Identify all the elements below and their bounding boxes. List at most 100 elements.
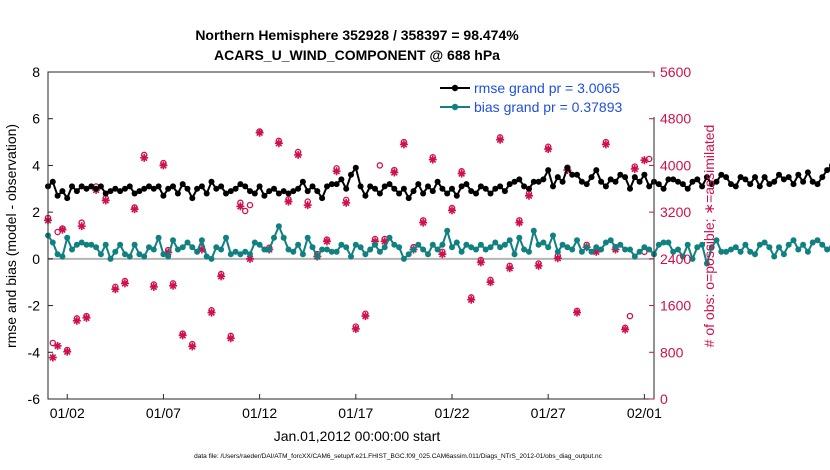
rmse-point [655,181,662,188]
bias-point [218,246,225,253]
bias-point [434,246,441,253]
rmse-point [627,185,633,192]
legend-box [434,77,656,117]
bias-point [814,237,821,244]
rmse-point [439,185,446,192]
bias-point [170,237,176,244]
rmse-point [636,178,643,185]
bias-point [732,244,739,251]
rmse-point [64,195,71,202]
y-tick-label: 6 [32,111,40,127]
bias-point [708,244,715,251]
bias-point [526,248,532,255]
rmse-point [314,188,321,195]
bias-point [660,239,667,246]
bias-point [155,234,162,241]
bias-point [324,246,330,253]
bias-point [742,241,749,248]
rmse-point [434,178,441,185]
rmse-point [670,176,677,183]
obs-assimilated-stroke [602,141,610,148]
rmse-point [554,174,561,181]
rmse-point [756,183,763,190]
rmse-point [477,183,484,190]
obs-assimilated-stroke [179,331,187,339]
obs-assimilated-stroke [487,278,494,286]
bias-point [511,251,518,258]
bias-point [49,239,56,246]
bias-point [251,239,258,246]
obs-assimilated-marker [77,222,86,231]
rmse-point [189,195,196,202]
rmse-point [328,181,335,188]
obs-assimilated-marker [342,198,351,207]
bias-point [348,253,354,260]
bias-point [588,248,595,255]
bias-point [684,241,691,248]
rmse-point [660,185,667,192]
rmse-point [97,183,104,190]
obs-assimilated-marker [640,156,649,165]
rmse-point [93,185,100,192]
bias-point [689,255,696,262]
bias-point [780,251,787,258]
rmse-point [396,190,403,197]
bias-point [646,246,653,253]
y2-tick-label: 5600 [660,64,691,80]
bias-point [227,251,234,258]
bias-point [304,234,311,241]
rmse-point [256,183,263,190]
x-tick-label: 01/17 [338,405,373,421]
bias-point [482,246,489,253]
rmse-point [333,181,340,188]
rmse-point [473,190,479,197]
rmse-point [728,181,734,188]
obs-assimilated-marker [630,164,639,173]
bias-point [516,234,523,241]
rmse-point [251,190,258,197]
rmse-point [324,183,330,190]
obs-assimilated-stroke [381,237,389,245]
obs-assimilated-marker [544,145,553,154]
obs-assimilated-stroke [323,237,331,245]
bias-point [314,253,321,260]
rmse-point [150,185,157,192]
y-tick-label: 2 [32,204,40,220]
rmse-point [689,178,696,185]
obs-assimilated-stroke [49,354,57,361]
bias-point [670,248,677,255]
obs-assimilated-stroke [496,136,504,144]
rmse-point [679,181,686,188]
bias-point [266,246,273,253]
rmse-point [174,190,181,197]
rmse-point [482,185,489,192]
obs-assimilated-stroke [131,205,138,213]
bias-point [675,246,681,253]
bias-point [54,251,61,258]
obs-assimilated-stroke [304,201,312,209]
obs-assimilated-stroke [438,250,446,258]
rmse-point [607,176,614,183]
bias-point [131,241,138,248]
bias-point [713,237,720,244]
bias-point [367,246,374,253]
bias-point [723,248,730,255]
rmse-point [223,190,229,197]
bias-point [458,248,465,255]
bias-point [237,251,244,258]
rmse-point [694,176,701,183]
bias-point [59,253,66,260]
bias-point [102,241,109,248]
bias-point [299,251,306,258]
rmse-point [617,171,624,178]
rmse-point [795,171,802,178]
bias-point [728,246,734,253]
rmse-point [516,176,523,183]
bias-point [328,248,335,255]
bias-point [497,244,504,251]
rmse-point [415,181,422,188]
rmse-point [569,171,576,178]
obs-assimilated-stroke [275,139,283,147]
bias-point [198,237,205,244]
bias-point [319,246,326,253]
